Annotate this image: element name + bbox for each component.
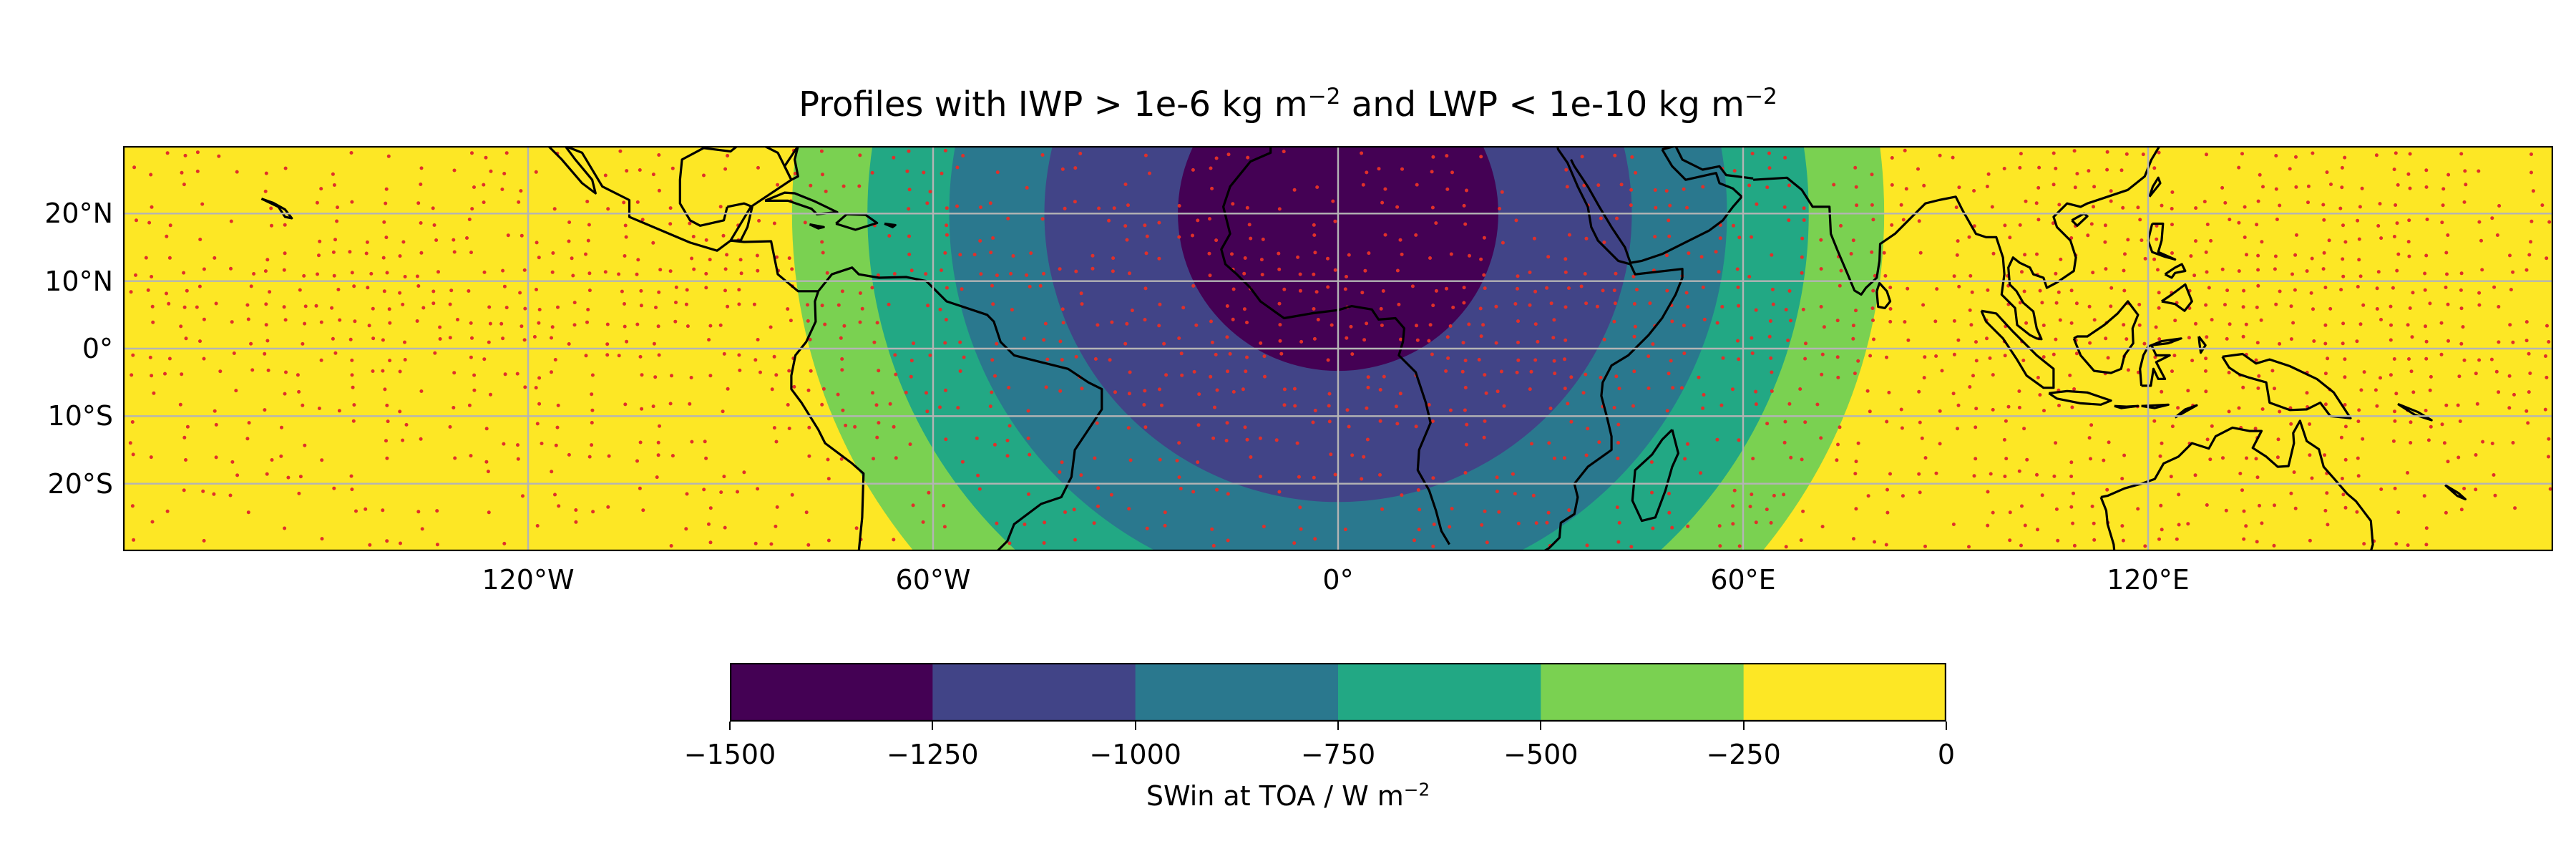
- coast-new-guinea: [2221, 352, 2352, 419]
- colorbar-tick-label: −1000: [1089, 739, 1181, 770]
- title-text-1: Profiles with IWP > 1e-6 kg m: [799, 84, 1308, 125]
- colorbar-tick-label: 0: [1937, 739, 1956, 770]
- coast-persian-gulf: [1662, 146, 1754, 180]
- coast-sri-lanka: [1875, 281, 1892, 309]
- coastlines: [260, 146, 2467, 551]
- colorbar-tick-mark: [1540, 722, 1542, 730]
- colorbar-frame: [729, 662, 1947, 722]
- coast-halmahera: [2197, 336, 2207, 354]
- coast-africa-west: [1220, 146, 1450, 545]
- lon-tick-label: 60°E: [1710, 564, 1776, 596]
- coast-india: [1753, 146, 2161, 341]
- coast-java: [2048, 389, 2112, 406]
- coast-gulf-florida: [763, 146, 799, 181]
- profile-dot-cloud: [128, 148, 2552, 549]
- lon-tick-label: 120°W: [482, 564, 575, 596]
- coast-puerto-rico: [884, 222, 897, 228]
- colorbar-tick-label: −750: [1300, 739, 1376, 770]
- lon-tick-label: 60°W: [895, 564, 971, 596]
- coast-philippines-visayas: [2164, 263, 2187, 279]
- colorbar-tick-mark: [1742, 722, 1745, 730]
- colorbar-segment: [1743, 663, 1947, 722]
- coast-mexico-gulf: [726, 202, 753, 242]
- plot-title: Profiles with IWP > 1e-6 kg m−2 and LWP …: [0, 84, 2576, 125]
- coast-africa-east: [1543, 146, 1684, 551]
- colorbar-segment: [1338, 663, 1541, 722]
- colorbar-tick-label: −1500: [683, 739, 776, 770]
- coast-timor: [2174, 404, 2198, 419]
- colorbar-label-text: SWin at TOA / W m: [1146, 780, 1404, 812]
- lat-tick-label: 20°S: [47, 467, 113, 500]
- colorbar-tick-mark: [932, 722, 934, 730]
- coast-baja: [547, 146, 597, 195]
- colorbar-label-sup: −2: [1403, 779, 1430, 800]
- lon-tick-label: 120°E: [2107, 564, 2190, 596]
- coast-central-america: [730, 239, 865, 551]
- coast-philippines-mindanao: [2161, 283, 2193, 312]
- lon-tick-label: 0°: [1322, 564, 1354, 596]
- coast-borneo: [2072, 300, 2140, 374]
- colorbar-label: SWin at TOA / W m−2: [0, 780, 2576, 812]
- title-text-2: and LWP < 1e-10 kg m: [1340, 84, 1745, 125]
- coast-hainan: [2071, 212, 2089, 227]
- colorbar-tick-mark: [1134, 722, 1136, 730]
- lat-tick-label: 20°N: [44, 198, 113, 230]
- coast-sumatra: [1980, 309, 2055, 389]
- map-frame: [123, 146, 2553, 551]
- map-gridlines: [123, 146, 2553, 551]
- coast-philippines-luzon: [2147, 222, 2177, 261]
- coast-australia-sw: [2099, 496, 2116, 551]
- coast-hispaniola: [835, 213, 879, 231]
- colorbar-segment: [1541, 663, 1745, 722]
- profile-markers: [128, 148, 2552, 549]
- coast-mexico-gulf-west: [678, 146, 738, 227]
- colorbar-tick-mark: [1946, 722, 1947, 730]
- map-canvas: [123, 146, 2553, 551]
- coast-madagascar: [1631, 429, 1679, 523]
- colorbar-tick-mark: [729, 722, 731, 730]
- title-sup-1: −2: [1307, 84, 1341, 110]
- lat-tick-label: 10°S: [47, 400, 113, 432]
- colorbar-tick-label: −500: [1503, 739, 1579, 770]
- colorbar-tick-label: −250: [1706, 739, 1781, 770]
- colorbar: [729, 662, 1947, 722]
- coast-south-america-north: [817, 266, 1103, 551]
- colorbar-segment: [932, 663, 1136, 722]
- map-panel: [123, 146, 2553, 551]
- lat-tick-label: 0°: [82, 333, 113, 364]
- colorbar-segment: [730, 663, 933, 722]
- coast-cuba: [764, 191, 839, 215]
- coast-jamaica: [809, 223, 825, 230]
- colorbar-tick-mark: [1337, 722, 1339, 730]
- coast-java-east: [2114, 404, 2140, 409]
- coast-sulawesi: [2139, 337, 2182, 387]
- coast-hawaii: [260, 198, 293, 220]
- lat-tick-label: 10°N: [44, 265, 113, 297]
- colorbar-canvas: [729, 662, 1947, 722]
- coast-new-caledonia: [2444, 484, 2467, 500]
- colorbar-tick-label: −1250: [887, 739, 979, 770]
- title-sup-2: −2: [1744, 84, 1777, 110]
- coast-taiwan: [2148, 176, 2162, 198]
- colorbar-segment: [1135, 663, 1339, 722]
- coast-solomons: [2397, 402, 2433, 422]
